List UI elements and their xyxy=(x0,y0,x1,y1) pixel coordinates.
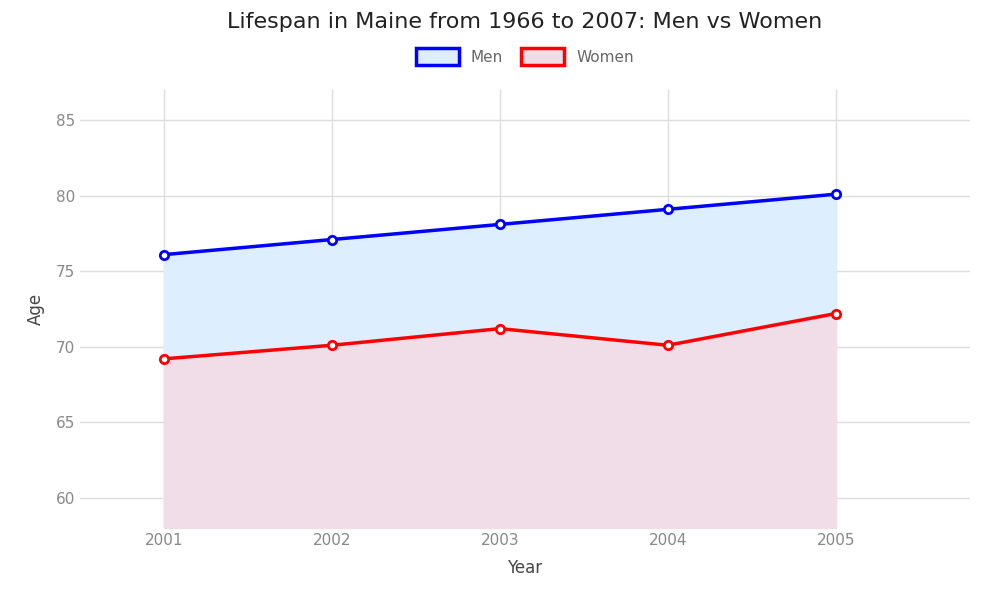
Y-axis label: Age: Age xyxy=(27,293,45,325)
Legend: Men, Women: Men, Women xyxy=(408,41,642,73)
Title: Lifespan in Maine from 1966 to 2007: Men vs Women: Lifespan in Maine from 1966 to 2007: Men… xyxy=(227,11,823,31)
X-axis label: Year: Year xyxy=(507,559,543,577)
